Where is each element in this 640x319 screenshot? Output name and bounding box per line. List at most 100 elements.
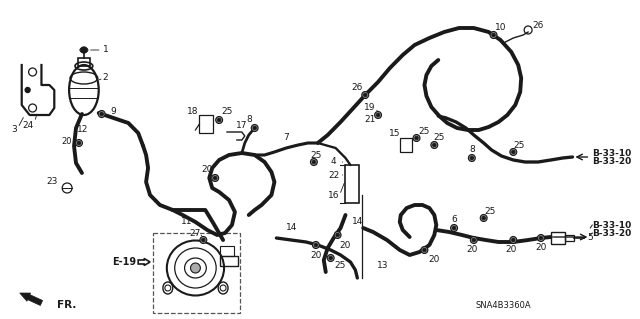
- Circle shape: [214, 176, 217, 180]
- Bar: [220, 246, 234, 256]
- Circle shape: [334, 232, 341, 239]
- Text: 25: 25: [221, 108, 233, 116]
- Circle shape: [413, 135, 420, 142]
- Circle shape: [511, 238, 515, 242]
- Circle shape: [216, 116, 223, 123]
- Text: 20: 20: [202, 166, 213, 174]
- Text: 3: 3: [11, 125, 17, 135]
- Text: E-19: E-19: [112, 257, 136, 267]
- Circle shape: [327, 255, 334, 262]
- Text: 25: 25: [433, 133, 445, 143]
- Text: FR.: FR.: [57, 300, 77, 310]
- Bar: [400, 138, 412, 152]
- Text: 25: 25: [419, 128, 430, 137]
- Text: 21: 21: [364, 115, 376, 124]
- Text: 20: 20: [535, 243, 547, 253]
- Circle shape: [100, 112, 104, 116]
- Circle shape: [511, 150, 515, 154]
- Circle shape: [451, 225, 458, 232]
- Text: 1: 1: [103, 46, 109, 55]
- Text: 26: 26: [351, 83, 363, 92]
- Circle shape: [329, 256, 332, 260]
- Circle shape: [492, 33, 495, 37]
- Text: 20: 20: [61, 137, 72, 145]
- Circle shape: [191, 263, 200, 273]
- Circle shape: [200, 236, 207, 243]
- Bar: [551, 232, 564, 244]
- Bar: [78, 58, 90, 66]
- Circle shape: [212, 174, 219, 182]
- Text: 24: 24: [22, 121, 33, 130]
- Circle shape: [202, 238, 205, 242]
- Text: 27: 27: [190, 228, 201, 238]
- Text: 20: 20: [310, 250, 321, 259]
- Text: 8: 8: [469, 145, 475, 154]
- Circle shape: [470, 236, 477, 243]
- Circle shape: [77, 141, 81, 145]
- Circle shape: [421, 247, 428, 254]
- Circle shape: [336, 233, 339, 237]
- Circle shape: [81, 47, 87, 53]
- Text: B-33-20: B-33-20: [592, 228, 632, 238]
- Text: 20: 20: [466, 246, 477, 255]
- Circle shape: [472, 238, 476, 242]
- Text: 17: 17: [236, 122, 248, 130]
- Text: 13: 13: [377, 261, 388, 270]
- Circle shape: [253, 126, 257, 130]
- Bar: [220, 256, 238, 266]
- FancyArrow shape: [20, 293, 43, 306]
- Text: 25: 25: [310, 151, 321, 160]
- Text: 15: 15: [389, 129, 401, 137]
- Circle shape: [362, 92, 369, 99]
- Circle shape: [314, 243, 317, 247]
- Text: B-33-10: B-33-10: [592, 220, 632, 229]
- Circle shape: [312, 241, 319, 249]
- Bar: [153, 233, 240, 313]
- Circle shape: [540, 236, 543, 240]
- Text: 6: 6: [451, 216, 457, 225]
- Circle shape: [423, 248, 426, 252]
- Bar: [200, 115, 213, 133]
- Text: B-33-20: B-33-20: [592, 157, 632, 166]
- Circle shape: [468, 154, 476, 161]
- Circle shape: [433, 143, 436, 147]
- Text: 7: 7: [284, 133, 289, 143]
- Text: 25: 25: [484, 207, 495, 217]
- Text: 4: 4: [331, 158, 337, 167]
- Circle shape: [452, 226, 456, 230]
- Circle shape: [374, 112, 381, 118]
- Text: 9: 9: [111, 107, 116, 115]
- Circle shape: [510, 236, 516, 243]
- Text: 25: 25: [334, 261, 345, 270]
- Circle shape: [76, 139, 83, 146]
- Text: 12: 12: [77, 125, 88, 135]
- Bar: [346, 165, 359, 203]
- Bar: [564, 235, 575, 241]
- Text: 22: 22: [328, 170, 339, 180]
- Text: 14: 14: [351, 218, 363, 226]
- Text: SNA4B3360A: SNA4B3360A: [476, 300, 531, 309]
- Text: 20: 20: [429, 256, 440, 264]
- Text: 14: 14: [285, 224, 297, 233]
- Circle shape: [364, 93, 367, 97]
- FancyArrow shape: [138, 258, 150, 265]
- Text: 19: 19: [364, 103, 376, 113]
- Circle shape: [538, 234, 545, 241]
- Text: 20: 20: [340, 241, 351, 249]
- Circle shape: [510, 149, 516, 155]
- Circle shape: [98, 110, 105, 117]
- Circle shape: [25, 87, 30, 93]
- Text: 10: 10: [495, 24, 506, 33]
- Text: 16: 16: [328, 190, 339, 199]
- Circle shape: [470, 156, 474, 160]
- Circle shape: [482, 216, 485, 220]
- Text: 11: 11: [181, 218, 193, 226]
- Text: 2: 2: [103, 73, 108, 83]
- Circle shape: [312, 160, 316, 164]
- Text: 26: 26: [532, 20, 543, 29]
- Circle shape: [218, 118, 221, 122]
- Circle shape: [376, 113, 380, 117]
- Text: 8: 8: [247, 115, 253, 123]
- Circle shape: [252, 124, 258, 131]
- Circle shape: [490, 32, 497, 39]
